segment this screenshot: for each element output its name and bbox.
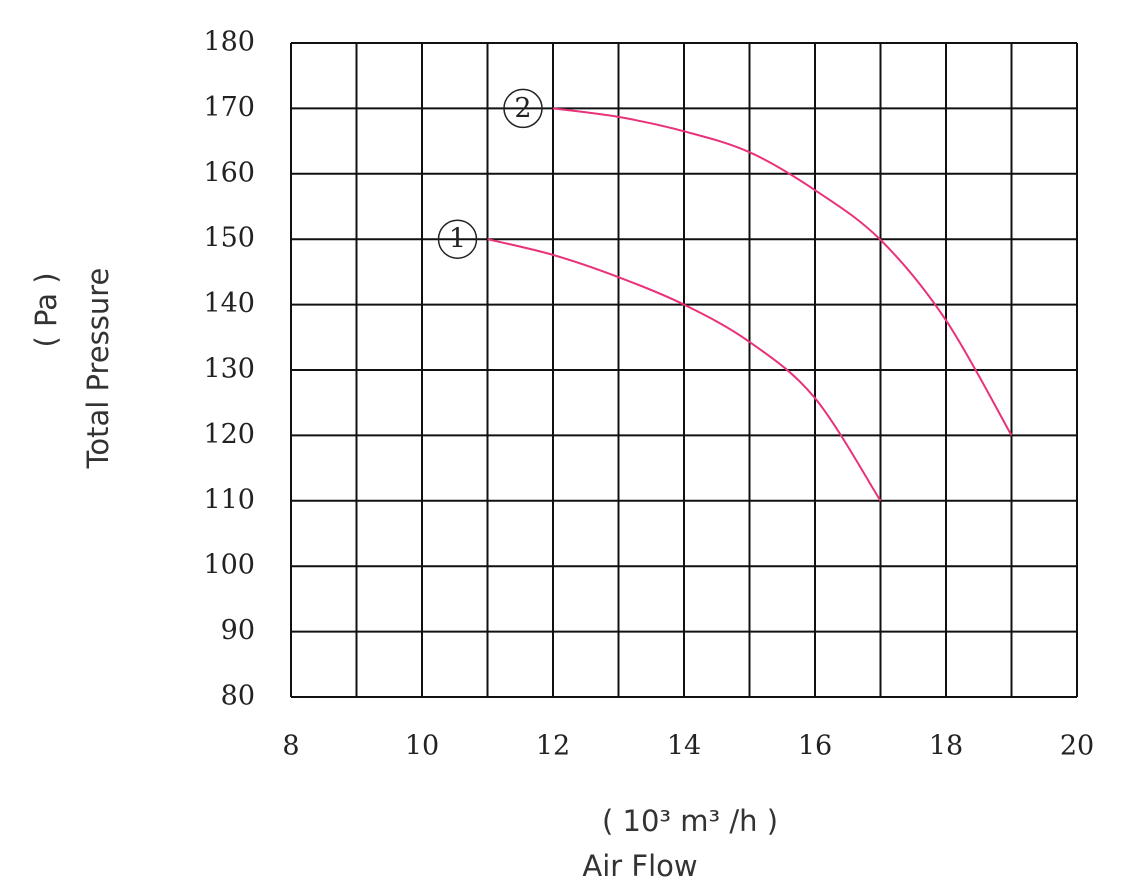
x-tick-label: 8 xyxy=(282,731,299,762)
y-tick-label: 140 xyxy=(203,288,255,319)
curve xyxy=(552,107,1013,436)
y-tick-label: 180 xyxy=(203,27,255,58)
x-tick-label: 10 xyxy=(405,731,439,762)
series-marker-circle xyxy=(503,88,543,129)
y-tick-label: 170 xyxy=(203,92,255,123)
y-tick-label: 110 xyxy=(203,484,255,515)
x-tick-label: 18 xyxy=(929,731,963,762)
y-tick-label: 150 xyxy=(203,223,255,254)
series-label: 2 xyxy=(514,93,531,124)
x-tick-label: 12 xyxy=(536,731,570,762)
x-tick-label: 16 xyxy=(798,731,832,762)
x-axis-label: Air Flow xyxy=(582,849,697,883)
y-tick-label: 90 xyxy=(221,615,255,646)
y-axis-label: Total Pressure xyxy=(81,268,115,470)
series-label: 1 xyxy=(449,224,466,255)
y-tick-label: 120 xyxy=(203,419,255,450)
x-axis-unit: ( 10³ m³ /h ) xyxy=(602,804,778,838)
y-tick-label: 80 xyxy=(221,681,255,712)
x-tick-label: 20 xyxy=(1060,731,1094,762)
x-tick-label: 14 xyxy=(667,731,701,762)
y-tick-label: 130 xyxy=(203,354,255,385)
y-axis-unit: ( Pa ) xyxy=(29,272,63,347)
y-tick-label: 160 xyxy=(203,157,255,188)
series-marker-circle xyxy=(437,219,478,259)
curve xyxy=(487,238,882,502)
y-tick-label: 100 xyxy=(203,550,255,581)
